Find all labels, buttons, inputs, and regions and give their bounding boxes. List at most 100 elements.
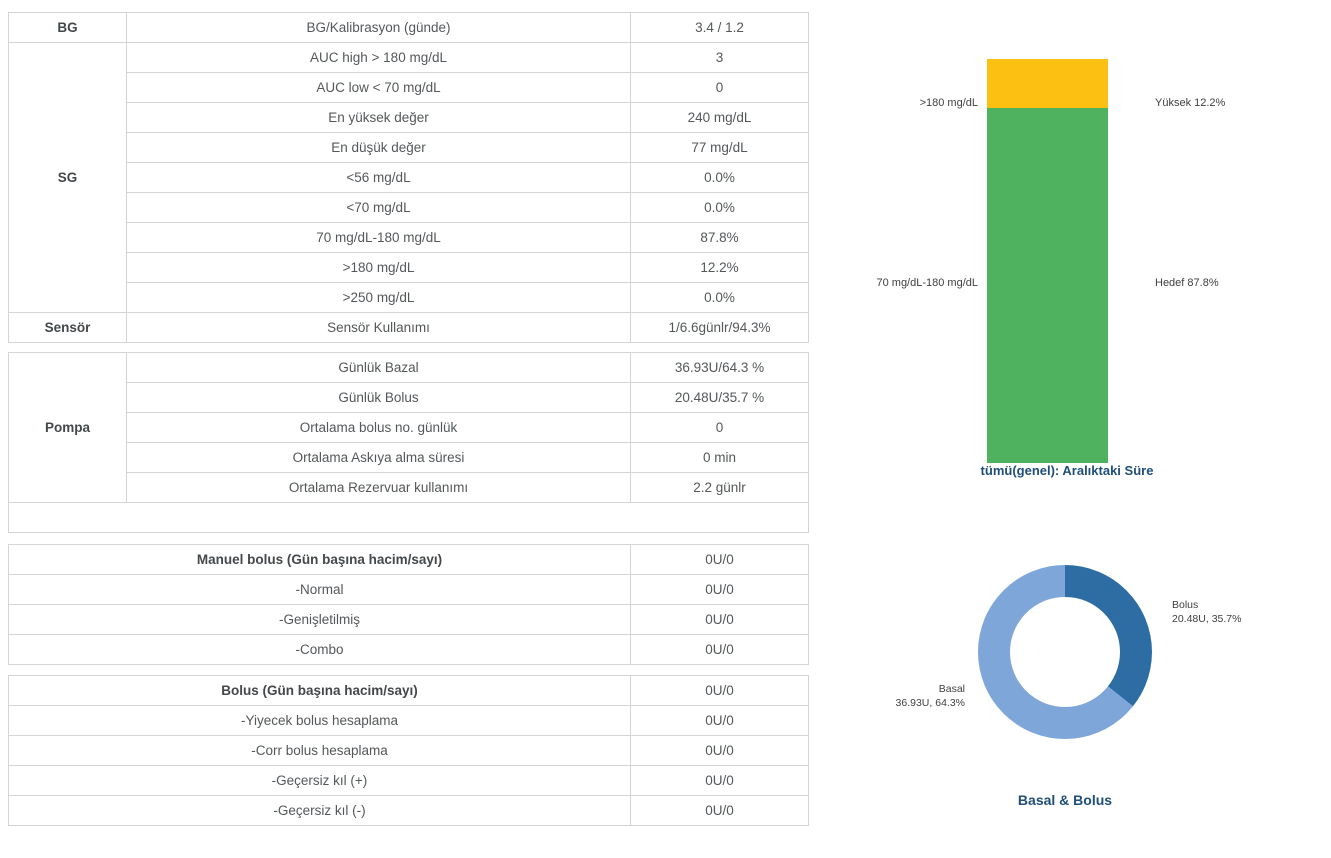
metric-value: 0.0% [630, 192, 809, 223]
metric-label: -Geçersiz kıl (-) [8, 795, 631, 826]
tir-chart-title: tümü(genel): Aralıktaki Süre [980, 463, 1154, 478]
metric-label: <70 mg/dL [126, 192, 631, 223]
donut-label-bolus: Bolus 20.48U, 35.7% [1172, 598, 1241, 626]
metric-label: -Normal [8, 574, 631, 605]
donut-hole [1010, 597, 1120, 707]
metric-value: 0U/0 [630, 765, 809, 796]
metric-label: -Yiyecek bolus hesaplama [8, 705, 631, 736]
group-label-sensor: Sensör [8, 312, 127, 343]
metric-label: Günlük Bazal [126, 352, 631, 383]
metric-label: AUC high > 180 mg/dL [126, 42, 631, 73]
metric-value: 36.93U/64.3 % [630, 352, 809, 383]
metric-label: -Corr bolus hesaplama [8, 735, 631, 766]
table-row: AUC low < 70 mg/dL 0 [9, 72, 809, 103]
table-row: -Geçersiz kıl (+) 0U/0 [8, 765, 809, 796]
table-row: Ortalama bolus no. günlük 0 [9, 412, 809, 443]
donut-label-bolus-value: 20.48U, 35.7% [1172, 613, 1242, 626]
table-row: <70 mg/dL 0.0% [9, 192, 809, 223]
metric-value: 0 [630, 72, 809, 103]
metric-value: 77 mg/dL [630, 132, 809, 163]
stats-table: BG BG/Kalibrasyon (günde) 3.4 / 1.2 SG A… [8, 12, 809, 343]
table-row: -Geçersiz kıl (-) 0U/0 [8, 795, 809, 826]
table-row: <56 mg/dL 0.0% [9, 162, 809, 193]
metric-value: 240 mg/dL [630, 102, 809, 133]
metric-label: 70 mg/dL-180 mg/dL [126, 222, 631, 253]
donut-label-bolus-name: Bolus [1172, 599, 1199, 611]
metric-value: 0.0% [630, 282, 809, 313]
table-row: Ortalama Askıya alma süresi 0 min [9, 442, 809, 473]
metric-label: Ortalama Rezervuar kullanımı [126, 472, 631, 503]
metric-value: 87.8% [630, 222, 809, 253]
metric-value: 0U/0 [630, 574, 809, 605]
basal-bolus-donut-chart [978, 565, 1152, 739]
table-row: Manuel bolus (Gün başına hacim/sayı) 0U/… [8, 544, 809, 575]
table-row: Günlük Bolus 20.48U/35.7 % [9, 382, 809, 413]
table-row: -Combo 0U/0 [8, 634, 809, 665]
section-header-label: Manuel bolus (Gün başına hacim/sayı) [8, 544, 631, 575]
metric-value: 0U/0 [630, 705, 809, 736]
metric-value: 0 min [630, 442, 809, 473]
manual-bolus-table: Manuel bolus (Gün başına hacim/sayı) 0U/… [8, 544, 809, 665]
empty-cell [8, 502, 809, 533]
metric-label: Ortalama Askıya alma süresi [126, 442, 631, 473]
metric-value: 1/6.6günlr/94.3% [630, 312, 809, 343]
metric-label: -Combo [8, 634, 631, 665]
table-row: -Yiyecek bolus hesaplama 0U/0 [8, 705, 809, 736]
metric-label: En düşük değer [126, 132, 631, 163]
metric-label: BG/Kalibrasyon (günde) [126, 12, 631, 43]
metric-label: >180 mg/dL [126, 252, 631, 283]
table-row: -Genişletilmiş 0U/0 [8, 604, 809, 635]
metric-label: -Genişletilmiş [8, 604, 631, 635]
table-row: -Corr bolus hesaplama 0U/0 [8, 735, 809, 766]
table-row: BG BG/Kalibrasyon (günde) 3.4 / 1.2 [8, 12, 809, 43]
charts-panel: >180 mg/dL Yüksek 12.2% 70 mg/dL-180 mg/… [820, 0, 1331, 858]
metric-value: 0U/0 [630, 675, 809, 706]
tir-left-label-high: >180 mg/dL [919, 97, 978, 109]
metric-label: Günlük Bolus [126, 382, 631, 413]
metric-label: AUC low < 70 mg/dL [126, 72, 631, 103]
metric-value: 0U/0 [630, 795, 809, 826]
metric-value: 3 [630, 42, 809, 73]
donut-label-basal: Basal 36.93U, 64.3% [896, 682, 965, 710]
donut-label-basal-value: 36.93U, 64.3% [895, 697, 965, 710]
metric-label: <56 mg/dL [126, 162, 631, 193]
metric-value: 3.4 / 1.2 [630, 12, 809, 43]
tir-right-label-target: Hedef 87.8% [1155, 277, 1219, 289]
group-label-sg: SG [8, 42, 127, 313]
bolus-table: Bolus (Gün başına hacim/sayı) 0U/0 -Yiye… [8, 675, 809, 826]
metric-label: Ortalama bolus no. günlük [126, 412, 631, 443]
table-row: >180 mg/dL 12.2% [9, 252, 809, 283]
metric-label: Sensör Kullanımı [126, 312, 631, 343]
table-row: En düşük değer 77 mg/dL [9, 132, 809, 163]
tir-right-label-high: Yüksek 12.2% [1155, 97, 1226, 109]
pump-table: Pompa Günlük Bazal 36.93U/64.3 % Günlük … [8, 352, 809, 533]
table-row: Bolus (Gün başına hacim/sayı) 0U/0 [8, 675, 809, 706]
group-label-pump: Pompa [8, 352, 127, 503]
donut-chart-title: Basal & Bolus [1017, 792, 1113, 808]
table-row: Sensör Sensör Kullanımı 1/6.6günlr/94.3% [8, 312, 809, 343]
metric-value: 20.48U/35.7 % [630, 382, 809, 413]
metric-value: 0.0% [630, 162, 809, 193]
metric-label: En yüksek değer [126, 102, 631, 133]
table-row: >250 mg/dL 0.0% [9, 282, 809, 313]
donut-label-basal-name: Basal [938, 683, 965, 695]
time-in-range-bar-chart [987, 59, 1108, 463]
metric-value: 0U/0 [630, 544, 809, 575]
report-tables: BG BG/Kalibrasyon (günde) 3.4 / 1.2 SG A… [8, 12, 809, 826]
metric-value: 0 [630, 412, 809, 443]
metric-value: 2.2 günlr [630, 472, 809, 503]
table-row-empty [8, 502, 809, 533]
metric-value: 0U/0 [630, 604, 809, 635]
tir-segment-high [987, 59, 1108, 109]
section-header-label: Bolus (Gün başına hacim/sayı) [8, 675, 631, 706]
table-row: 70 mg/dL-180 mg/dL 87.8% [9, 222, 809, 253]
table-row: Pompa Günlük Bazal 36.93U/64.3 % [8, 352, 809, 503]
tir-left-label-target: 70 mg/dL-180 mg/dL [876, 277, 978, 289]
table-row: -Normal 0U/0 [8, 574, 809, 605]
metric-label: >250 mg/dL [126, 282, 631, 313]
metric-label: -Geçersiz kıl (+) [8, 765, 631, 796]
tir-segment-target [987, 108, 1108, 463]
metric-value: 0U/0 [630, 634, 809, 665]
metric-value: 12.2% [630, 252, 809, 283]
table-row: Ortalama Rezervuar kullanımı 2.2 günlr [9, 472, 809, 503]
